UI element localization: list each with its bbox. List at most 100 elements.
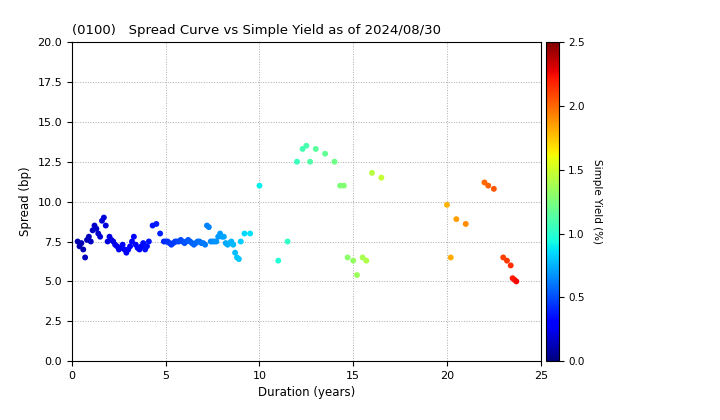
Point [479,179,490,186]
Point [143,238,155,245]
Point [126,238,138,245]
Point [501,257,513,264]
Point [244,230,256,237]
Point [209,238,220,245]
Point [291,158,302,165]
Point [188,241,199,248]
Point [160,238,171,245]
Point [460,220,472,227]
Point [85,238,96,245]
Point [282,238,293,245]
Point [179,240,190,247]
Point [441,202,453,208]
Point [173,238,184,245]
Point [482,182,494,189]
Point [109,241,121,248]
Point [297,146,308,152]
Point [166,241,177,248]
Point [132,244,143,251]
Point [171,238,183,245]
Point [81,236,93,243]
Point [113,246,125,253]
Point [121,249,132,256]
Point [301,142,312,149]
Point [507,275,518,281]
Point [351,272,363,278]
Point [119,246,130,253]
Point [76,240,87,247]
Point [162,238,174,245]
Point [91,226,102,232]
Point [211,238,222,245]
Point [361,257,372,264]
Point [73,243,85,249]
Point [445,254,456,261]
Point [239,230,251,237]
Point [329,158,341,165]
Point [184,238,196,245]
Point [509,276,521,283]
Point [366,170,378,176]
Point [197,240,209,247]
Point [228,241,239,248]
Point [141,243,153,249]
Point [190,240,202,247]
Point [181,238,192,245]
Point [216,234,228,240]
Point [115,244,127,251]
Text: (0100)   Spread Curve vs Simple Yield as of 2024/08/30: (0100) Spread Curve vs Simple Yield as o… [72,24,441,37]
Point [134,246,145,253]
Point [106,236,117,243]
Point [92,230,104,237]
Point [138,240,149,247]
Point [163,240,175,247]
Point [510,278,522,285]
Point [140,246,151,253]
Point [498,254,509,261]
Point [224,240,235,247]
Point [182,236,194,243]
Point [201,222,212,229]
Point [231,254,243,261]
Point [147,222,158,229]
Point [186,240,198,247]
Point [230,249,241,256]
Point [96,218,108,224]
Point [89,222,100,229]
Point [150,220,162,227]
Point [310,146,322,152]
Point [87,227,99,234]
Point [78,246,89,253]
Point [122,246,134,253]
Point [100,222,112,229]
Point [222,241,233,248]
Point [72,238,84,245]
Point [376,174,387,181]
Point [128,234,140,240]
Point [225,238,237,245]
Point [168,240,179,247]
Point [199,241,211,248]
Point [272,257,284,264]
Point [207,238,218,245]
Point [192,238,203,245]
Point [154,230,166,237]
Point [215,230,226,237]
Point [104,234,115,240]
Point [94,234,106,240]
Point [196,240,207,247]
Point [135,243,147,249]
Point [334,182,346,189]
Point [220,240,232,247]
Point [125,243,136,249]
Point [320,150,331,157]
Point [253,182,265,189]
Point [451,216,462,223]
Point [342,254,354,261]
Y-axis label: Spread (bp): Spread (bp) [19,167,32,236]
Point [117,241,128,248]
Point [83,234,94,240]
Point [102,238,113,245]
Point [158,238,170,245]
Y-axis label: Simple Yield (%): Simple Yield (%) [592,159,601,244]
